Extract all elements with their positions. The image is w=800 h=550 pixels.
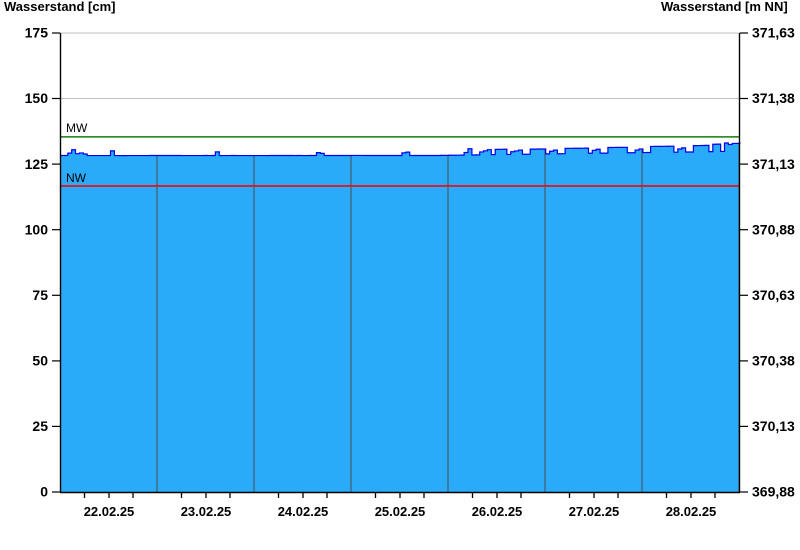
svg-text:370,63: 370,63 (752, 287, 795, 303)
svg-text:175: 175 (25, 25, 49, 41)
svg-text:370,13: 370,13 (752, 418, 795, 434)
svg-text:371,13: 371,13 (752, 156, 795, 172)
svg-text:NW: NW (66, 171, 87, 185)
svg-text:24.02.25: 24.02.25 (278, 504, 329, 519)
svg-text:0: 0 (40, 484, 48, 500)
svg-text:370,88: 370,88 (752, 221, 795, 237)
svg-text:22.02.25: 22.02.25 (84, 504, 135, 519)
svg-text:25.02.25: 25.02.25 (375, 504, 426, 519)
svg-text:75: 75 (32, 287, 48, 303)
svg-text:23.02.25: 23.02.25 (181, 504, 232, 519)
svg-text:369,88: 369,88 (752, 484, 795, 500)
svg-text:50: 50 (32, 353, 48, 369)
svg-text:26.02.25: 26.02.25 (472, 504, 523, 519)
svg-text:MW: MW (66, 121, 88, 135)
svg-text:25: 25 (32, 418, 48, 434)
svg-text:28.02.25: 28.02.25 (666, 504, 717, 519)
svg-text:125: 125 (25, 156, 49, 172)
svg-text:370,38: 370,38 (752, 353, 795, 369)
svg-text:371,63: 371,63 (752, 25, 795, 41)
svg-text:150: 150 (25, 90, 49, 106)
svg-text:371,38: 371,38 (752, 90, 795, 106)
svg-text:27.02.25: 27.02.25 (569, 504, 620, 519)
svg-text:100: 100 (25, 221, 49, 237)
